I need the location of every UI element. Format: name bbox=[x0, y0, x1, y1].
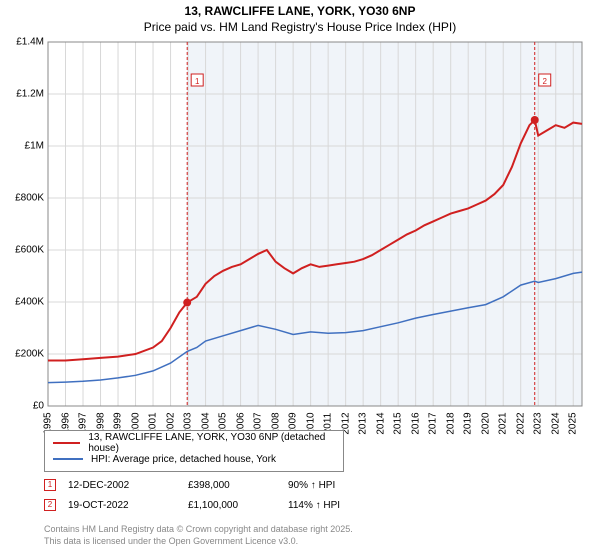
y-tick-label: £1.4M bbox=[16, 37, 44, 48]
y-tick-label: £200K bbox=[15, 349, 44, 360]
y-tick-label: £1.2M bbox=[16, 89, 44, 100]
sale-marker-icon: 2 bbox=[44, 499, 56, 511]
footer-line: This data is licensed under the Open Gov… bbox=[44, 536, 298, 546]
sale-price: £1,100,000 bbox=[188, 500, 288, 511]
legend-label: HPI: Average price, detached house, York bbox=[91, 454, 276, 465]
legend-item: 13, RAWCLIFFE LANE, YORK, YO30 6NP (deta… bbox=[53, 435, 335, 451]
x-tick-label: 2025 bbox=[568, 412, 579, 434]
x-tick-label: 2018 bbox=[445, 412, 456, 434]
x-tick-label: 2021 bbox=[498, 412, 509, 434]
x-tick-label: 2015 bbox=[393, 412, 404, 434]
x-tick-label: 2023 bbox=[533, 412, 544, 434]
sale-marker-icon: 1 bbox=[44, 479, 56, 491]
sale-pct: 114% ↑ HPI bbox=[288, 500, 388, 511]
x-tick-label: 2019 bbox=[463, 412, 474, 434]
legend-label: 13, RAWCLIFFE LANE, YORK, YO30 6NP (deta… bbox=[88, 432, 335, 454]
title-main: 13, RAWCLIFFE LANE, YORK, YO30 6NP bbox=[0, 4, 600, 18]
sale-pct: 90% ↑ HPI bbox=[288, 480, 388, 491]
x-tick-label: 2024 bbox=[550, 412, 561, 434]
sale-row: 2 19-OCT-2022 £1,100,000 114% ↑ HPI bbox=[44, 498, 388, 512]
sale-row: 1 12-DEC-2002 £398,000 90% ↑ HPI bbox=[44, 478, 388, 492]
sale-price: £398,000 bbox=[188, 480, 288, 491]
svg-text:2: 2 bbox=[543, 77, 548, 86]
y-tick-label: £800K bbox=[15, 193, 44, 204]
x-tick-label: 2014 bbox=[375, 412, 386, 434]
svg-text:1: 1 bbox=[195, 77, 200, 86]
sale-date: 19-OCT-2022 bbox=[68, 500, 188, 511]
y-tick-label: £400K bbox=[15, 297, 44, 308]
sale-date: 12-DEC-2002 bbox=[68, 480, 188, 491]
title-sub: Price paid vs. HM Land Registry's House … bbox=[0, 20, 600, 34]
x-tick-label: 2016 bbox=[410, 412, 421, 434]
legend-line-icon bbox=[53, 442, 80, 444]
chart-area: 12 bbox=[48, 42, 582, 406]
x-tick-label: 2013 bbox=[358, 412, 369, 434]
x-tick-label: 2020 bbox=[480, 412, 491, 434]
footer-line: Contains HM Land Registry data © Crown c… bbox=[44, 524, 353, 534]
y-tick-label: £0 bbox=[33, 401, 44, 412]
y-tick-label: £1M bbox=[25, 141, 44, 152]
x-tick-label: 2022 bbox=[515, 412, 526, 434]
x-tick-label: 2017 bbox=[428, 412, 439, 434]
legend: 13, RAWCLIFFE LANE, YORK, YO30 6NP (deta… bbox=[44, 430, 344, 472]
y-tick-label: £600K bbox=[15, 245, 44, 256]
legend-line-icon bbox=[53, 458, 83, 460]
